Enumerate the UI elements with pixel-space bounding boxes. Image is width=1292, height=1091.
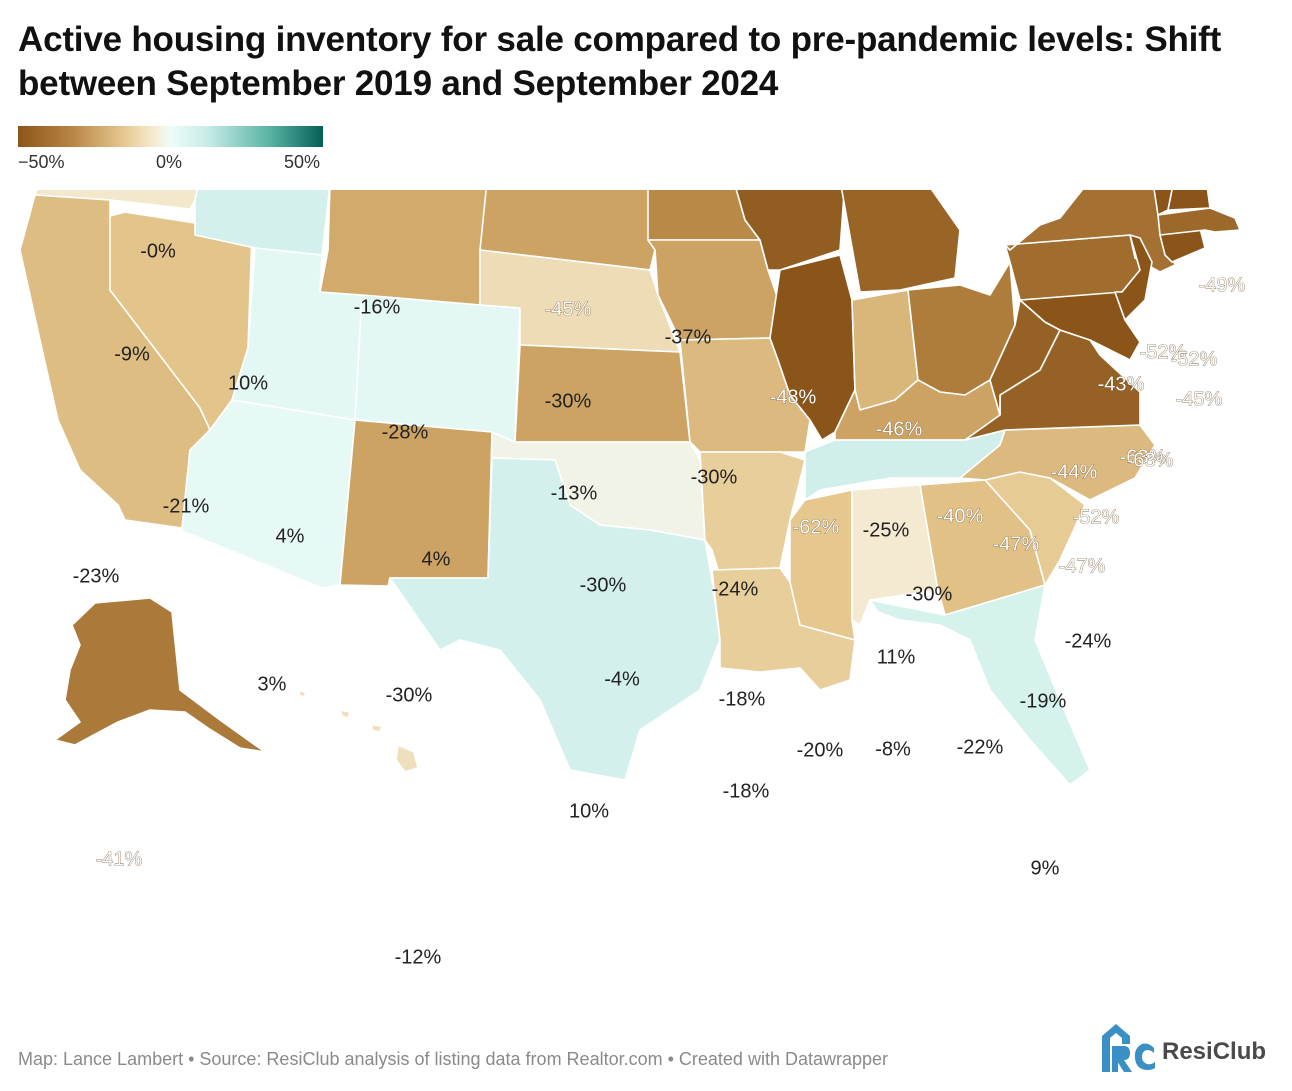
- state-pa: [1004, 234, 1141, 301]
- state-label-sd: -30%: [545, 390, 592, 412]
- state-label-va: -47%: [1059, 555, 1106, 577]
- state-label-nh: -52%: [1171, 348, 1218, 370]
- legend-min-label: −50%: [18, 152, 65, 172]
- state-label-ca: -23%: [73, 565, 120, 587]
- state-label-co: 4%: [422, 548, 451, 570]
- state-fl: [869, 584, 1091, 786]
- state-label-tn: 11%: [877, 646, 916, 668]
- state-hi: [298, 689, 419, 773]
- state-mi: [840, 190, 961, 293]
- state-label-ky: -30%: [906, 583, 953, 605]
- state-ms: [789, 489, 856, 641]
- state-label-mo: -24%: [712, 578, 759, 600]
- state-label-in: -25%: [863, 519, 910, 541]
- state-ak: [54, 597, 266, 753]
- state-or: [34, 190, 199, 210]
- us-choropleth-map: -0% -9% -23% -21% 10% -16% -28% 4% 4% 3% -30% -45% -…: [0, 190, 1292, 1010]
- state-label-nc: -24%: [1065, 630, 1112, 652]
- state-label-ks: -30%: [580, 574, 627, 596]
- state-label-ct: -63%: [1127, 449, 1174, 471]
- state-nm: [339, 419, 493, 587]
- state-label-md: -52%: [1073, 506, 1120, 528]
- page-title: Active housing inventory for sale compar…: [18, 20, 1222, 103]
- state-nj: [1114, 234, 1153, 321]
- state-tx: [389, 457, 721, 781]
- state-label-pa: -44%: [1051, 461, 1098, 483]
- state-label-mt: -16%: [354, 296, 401, 318]
- state-label-ne: -13%: [551, 482, 598, 504]
- state-label-wi: -48%: [770, 386, 817, 408]
- state-label-al: -8%: [875, 738, 911, 760]
- state-label-hi: -12%: [395, 946, 442, 968]
- state-label-id: 10%: [228, 372, 268, 394]
- state-label-nm: -30%: [386, 684, 433, 706]
- legend-max-label: 50%: [284, 152, 321, 172]
- state-label-nd: -45%: [545, 298, 592, 320]
- state-il: [769, 254, 856, 441]
- state-label-oh: -40%: [937, 505, 984, 527]
- state-wi: [735, 190, 846, 271]
- state-label-or: -9%: [114, 343, 150, 365]
- state-label-wa: -0%: [140, 240, 176, 262]
- state-sd: [479, 190, 656, 271]
- state-label-ut: 4%: [276, 525, 305, 547]
- state-label-ma: -45%: [1176, 388, 1223, 410]
- state-label-ar: -18%: [719, 688, 766, 710]
- state-label-ny: -43%: [1098, 373, 1145, 395]
- state-ks: [514, 344, 691, 443]
- state-label-az: 3%: [258, 673, 287, 695]
- state-label-ia: -30%: [691, 466, 738, 488]
- resiclub-logo-icon: [1102, 1024, 1155, 1072]
- state-label-ok: -4%: [604, 668, 640, 690]
- state-label-nv: -21%: [163, 495, 210, 517]
- state-label-mn: -37%: [665, 326, 712, 348]
- state-label-sc: -19%: [1020, 690, 1067, 712]
- state-label-fl: 9%: [1031, 857, 1060, 879]
- color-legend: −50% 0% 50%: [18, 126, 323, 181]
- logo-wordmark: ResiClub: [1162, 1038, 1267, 1065]
- state-la: [711, 567, 856, 691]
- resiclub-logo: ResiClub: [1098, 1022, 1278, 1074]
- state-wy: [319, 190, 491, 306]
- state-label-me: -49%: [1199, 274, 1246, 296]
- state-label-ga: -22%: [957, 736, 1004, 758]
- state-label-il: -62%: [793, 516, 840, 538]
- state-label-ak: -41%: [96, 848, 143, 870]
- state-label-mi: -46%: [876, 418, 923, 440]
- state-co: [354, 294, 521, 443]
- state-label-ms: -20%: [797, 739, 844, 761]
- legend-gradient-bar: [18, 126, 323, 147]
- state-label-wv: -47%: [993, 533, 1040, 555]
- state-label-nj: -63%: [1120, 446, 1167, 468]
- state-label-la: -18%: [723, 780, 770, 802]
- legend-mid-label: 0%: [156, 152, 183, 172]
- state-label-vt: -52%: [1140, 341, 1187, 363]
- state-nh: [1167, 190, 1211, 211]
- map-svg: -0% -9% -23% -21% 10% -16% -28% 4% 4% 3% -30% -45% -…: [19, 190, 1246, 968]
- state-ma: [1157, 207, 1241, 236]
- source-footer: Map: Lance Lambert • Source: ResiClub an…: [18, 1049, 889, 1069]
- state-label-wy: -28%: [382, 421, 429, 443]
- state-label-tx: 10%: [569, 800, 609, 822]
